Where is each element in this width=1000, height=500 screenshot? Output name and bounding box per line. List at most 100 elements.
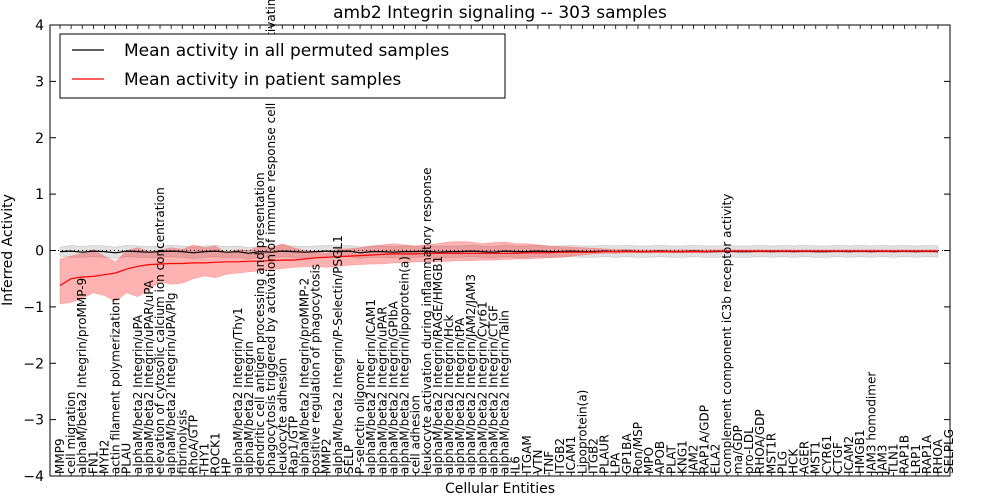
category-label: SELPLG bbox=[942, 429, 956, 474]
category-label: Rap1/GTP bbox=[286, 416, 300, 474]
category-label: TNF bbox=[542, 451, 556, 475]
category-label: MPO bbox=[642, 447, 656, 474]
category-label: SELP bbox=[342, 445, 356, 474]
category-label: JAM3 homodimer bbox=[864, 372, 878, 475]
category-label: phagocytosis triggered by activation of … bbox=[264, 0, 278, 474]
category-label: JAM3 bbox=[875, 444, 889, 475]
category-label: fibrinolysis bbox=[175, 409, 189, 474]
category-label: RAP1B bbox=[898, 435, 912, 474]
category-label: MMP2 bbox=[320, 438, 334, 474]
category-label: cell migration bbox=[64, 392, 78, 474]
category-label: dendritic cell antigen processing and pr… bbox=[253, 172, 267, 474]
category-label: GP1BA bbox=[620, 433, 634, 474]
category-label: complement component iC3b receptor activ… bbox=[720, 194, 734, 474]
category-label: PLG bbox=[775, 451, 789, 474]
category-label: cell adhesion bbox=[409, 395, 423, 474]
chart-title: amb2 Integrin signaling -- 303 samples bbox=[333, 3, 667, 23]
category-label: PLAUR bbox=[598, 434, 612, 474]
category-label: CYR61 bbox=[820, 435, 834, 474]
category-label: alphaM/beta2 Integrin/CTGF bbox=[486, 305, 500, 474]
category-label: ITGAM bbox=[520, 435, 534, 474]
category-label: THY1 bbox=[198, 443, 212, 475]
category-label: P-selectin oligomer bbox=[353, 359, 367, 474]
y-tick-label: 2 bbox=[35, 131, 44, 147]
category-label: IL6 bbox=[509, 456, 523, 474]
x-axis-label: Cellular Entities bbox=[445, 481, 555, 497]
category-label: pro-LDL bbox=[742, 427, 756, 474]
y-tick-label: −4 bbox=[23, 469, 44, 485]
category-label: RHOA bbox=[931, 438, 945, 474]
category-label: HCK bbox=[787, 448, 801, 474]
x-axis-ticks bbox=[59, 25, 939, 476]
category-label: ITGB2 bbox=[553, 438, 567, 474]
legend: Mean activity in all permuted samples Me… bbox=[59, 33, 506, 99]
category-label: FN1 bbox=[86, 450, 100, 474]
legend-label-permuted: Mean activity in all permuted samples bbox=[124, 41, 449, 61]
category-label: alphaM/beta2 Integrin/GPIbA bbox=[386, 300, 400, 474]
category-label: Lipoprotein(a) bbox=[575, 390, 589, 474]
category-label: ma/GDP bbox=[731, 425, 745, 474]
category-label: alphaM/beta2 Integrin/Thy1 bbox=[231, 307, 245, 474]
y-tick-label: −2 bbox=[23, 356, 44, 372]
category-label: PLAT bbox=[664, 445, 678, 474]
category-label: LRP1 bbox=[909, 444, 923, 474]
category-label: AGER bbox=[798, 441, 812, 474]
y-axis-label: Inferred Activity bbox=[0, 194, 16, 306]
series-lines bbox=[59, 250, 939, 287]
series-line-patient bbox=[59, 250, 938, 287]
category-label: actin filament polymerization bbox=[109, 298, 123, 474]
category-label: leukocyte activation during inflammatory… bbox=[420, 167, 434, 474]
category-label: alphaM/beta2 Integrin/proMMP-2 bbox=[298, 278, 312, 474]
category-label: ICAM2 bbox=[842, 436, 856, 474]
y-tick-label: 1 bbox=[35, 187, 44, 203]
category-label: TLN1 bbox=[887, 443, 901, 475]
category-label: LPA bbox=[609, 452, 623, 474]
category-label: alphaM/beta2 Integrin/lipoprotein(a) bbox=[398, 256, 412, 474]
category-label: MST1R bbox=[764, 433, 778, 474]
category-label: Ron/MSP bbox=[631, 422, 645, 474]
category-label: alphaM/beta2 Integrin/uPAR bbox=[375, 306, 389, 474]
category-label: KNG1 bbox=[675, 440, 689, 474]
y-tick-label: 3 bbox=[35, 74, 44, 90]
category-label: ELA2 bbox=[709, 444, 723, 474]
category-label: RAP1A/GDP bbox=[698, 405, 712, 474]
legend-label-patient: Mean activity in patient samples bbox=[124, 70, 401, 90]
category-label: VTN bbox=[531, 449, 545, 474]
category-label: alphaM/beta2 Integrin/tPA bbox=[453, 317, 467, 474]
category-label: alphaM/beta2 Integrin/Hck bbox=[442, 314, 456, 474]
category-label: alphaM/beta2 Integrin/P-Selectin/PSGL1 bbox=[331, 235, 345, 474]
category-label: alphaM/beta2 Integrin/uPA bbox=[131, 314, 145, 474]
category-label: HMGB1 bbox=[853, 429, 867, 474]
category-label: leukocyte adhesion bbox=[275, 358, 289, 474]
category-label: ITGB2 bbox=[587, 438, 601, 474]
y-tick-label: 0 bbox=[35, 244, 44, 260]
category-label: alphaM/beta2 Integrin/uPA/Plg bbox=[164, 293, 178, 474]
y-tick-label: −3 bbox=[23, 413, 44, 429]
category-label: ICAM1 bbox=[564, 436, 578, 474]
category-label: alphaM/beta2 Integrin bbox=[242, 341, 256, 474]
category-label: MST1 bbox=[809, 441, 823, 474]
category-label: RAP1A bbox=[920, 434, 934, 474]
category-label: PLAU bbox=[120, 443, 134, 474]
category-label: positive regulation of phagocytosis bbox=[309, 264, 323, 474]
category-label: elevation of cytosolic calcium ion conce… bbox=[153, 187, 167, 474]
plot-area bbox=[50, 241, 950, 305]
category-label: alphaM/beta2 Integrin/uPAR/uPA bbox=[142, 279, 156, 474]
category-label: RhoA/GTP bbox=[186, 415, 200, 474]
legend-box bbox=[59, 33, 506, 99]
y-tick-label: 4 bbox=[35, 18, 44, 34]
category-label: CTGF bbox=[831, 442, 845, 474]
category-label: alphaM/beta2 Integrin/JAM2/JAM3 bbox=[464, 274, 478, 474]
category-label: APOB bbox=[653, 441, 667, 474]
category-label: JAM2 bbox=[687, 444, 701, 475]
category-label: MYH2 bbox=[98, 440, 112, 474]
y-tick-label: −1 bbox=[23, 300, 44, 316]
band-patient bbox=[59, 241, 939, 305]
category-label: alphaM/beta2 Integrin/proMMP-9 bbox=[75, 278, 89, 474]
category-label: alphaM/beta2 Integrin/Cyr61 bbox=[475, 301, 489, 474]
category-label: MMP9 bbox=[53, 438, 67, 474]
category-label: alphaM/beta2 Integrin/RAGE/HMGB1 bbox=[431, 256, 445, 474]
category-label: HP bbox=[220, 458, 234, 474]
